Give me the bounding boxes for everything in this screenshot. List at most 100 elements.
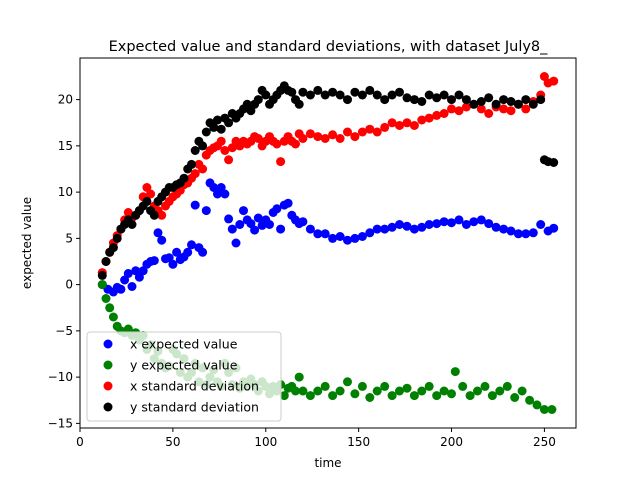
point-y-standard-deviation-72 (432, 93, 442, 103)
point-y-standard-deviation-71 (424, 90, 434, 100)
point-y-standard-deviation-64 (372, 90, 382, 100)
point-y-standard-deviation-1 (101, 257, 111, 266)
point-y-expected-value-70 (417, 386, 427, 396)
y-tick-label--5: −5 (55, 324, 73, 338)
point-y-expected-value-87 (539, 405, 549, 414)
point-x-expected-value-60 (350, 233, 360, 243)
point-x-expected-value-78 (484, 219, 494, 229)
point-y-standard-deviation-31 (213, 115, 222, 125)
legend-marker-y-expected-value (103, 360, 113, 370)
point-y-standard-deviation-63 (365, 85, 375, 95)
point-y-expected-value-80 (487, 391, 497, 401)
point-y-expected-value-86 (532, 400, 542, 410)
point-y-standard-deviation-56 (313, 85, 323, 95)
point-x-expected-value-26 (198, 247, 208, 257)
point-x-expected-value-18 (168, 259, 178, 269)
y-tick-label--10: −10 (48, 370, 73, 384)
point-y-expected-value-2 (105, 303, 115, 313)
point-y-standard-deviation-25 (190, 146, 200, 155)
point-x-standard-deviation-60 (343, 127, 352, 137)
point-y-standard-deviation-82 (506, 97, 516, 106)
point-y-standard-deviation-3 (108, 243, 118, 253)
point-y-standard-deviation-75 (454, 90, 464, 100)
y-tick-label--15: −15 (48, 416, 73, 430)
point-x-standard-deviation-16 (157, 210, 167, 220)
point-y-standard-deviation-73 (439, 90, 449, 100)
point-x-expected-value-79 (491, 222, 501, 232)
point-x-expected-value-80 (499, 224, 509, 234)
point-x-standard-deviation-71 (424, 113, 434, 123)
point-x-expected-value-63 (372, 224, 382, 234)
x-tick-label-100: 100 (254, 435, 277, 449)
point-x-expected-value-15 (157, 235, 167, 245)
point-y-standard-deviation-83 (513, 99, 523, 109)
point-x-standard-deviation-13 (146, 189, 156, 199)
y-tick-label-15: 15 (58, 139, 73, 153)
point-x-expected-value-68 (409, 224, 419, 234)
point-y-standard-deviation-4 (112, 233, 122, 243)
point-y-expected-value-74 (447, 389, 456, 399)
legend-label-y-expected-value: y expected value (130, 358, 238, 373)
point-y-standard-deviation-77 (469, 99, 479, 109)
point-x-standard-deviation-74 (447, 104, 456, 114)
point-y-expected-value-73 (439, 386, 449, 396)
legend-marker-x-standard-deviation (103, 381, 113, 391)
point-y-expected-value-85 (525, 395, 535, 405)
point-x-standard-deviation-64 (372, 127, 382, 137)
y-tick-label-5: 5 (65, 231, 73, 245)
point-y-standard-deviation-27 (198, 141, 208, 151)
point-y-expected-value-88 (547, 405, 557, 414)
y-tick-label-20: 20 (58, 93, 73, 107)
legend-marker-x-expected-value (103, 339, 113, 349)
point-x-expected-value-22 (183, 247, 193, 257)
point-x-expected-value-46 (272, 204, 282, 214)
point-y-expected-value-83 (510, 393, 520, 402)
point-y-standard-deviation-24 (187, 159, 196, 169)
point-x-expected-value-74 (454, 215, 464, 225)
point-x-expected-value-4 (116, 284, 126, 294)
point-y-expected-value-71 (424, 381, 434, 391)
point-x-expected-value-32 (220, 189, 230, 199)
x-tick-label-150: 150 (347, 435, 370, 449)
point-x-expected-value-76 (469, 217, 479, 227)
point-y-expected-value-75 (450, 367, 460, 377)
point-y-standard-deviation-34 (224, 118, 234, 128)
point-y-expected-value-65 (380, 381, 390, 391)
x-axis-label: time (314, 456, 341, 470)
point-y-expected-value-53 (294, 372, 304, 382)
point-y-expected-value-63 (365, 393, 375, 402)
point-x-expected-value-24 (190, 200, 200, 210)
point-y-standard-deviation-68 (402, 93, 412, 103)
point-x-standard-deviation-58 (328, 130, 338, 140)
point-x-expected-value-82 (513, 229, 523, 239)
point-y-standard-deviation-30 (209, 122, 219, 132)
point-x-expected-value-23 (187, 240, 196, 250)
x-tick-label-200: 200 (440, 435, 463, 449)
point-y-expected-value-76 (458, 381, 468, 391)
point-y-standard-deviation-12 (142, 196, 152, 206)
point-x-expected-value-55 (313, 229, 323, 239)
point-x-expected-value-53 (298, 217, 308, 227)
point-y-expected-value-60 (343, 377, 352, 387)
point-y-standard-deviation-85 (528, 99, 538, 109)
point-y-standard-deviation-67 (395, 87, 404, 97)
point-y-standard-deviation-81 (499, 95, 509, 105)
point-y-expected-value-57 (320, 381, 330, 391)
point-y-standard-deviation-79 (484, 93, 494, 103)
point-y-expected-value-61 (350, 389, 360, 399)
point-y-standard-deviation-42 (253, 95, 263, 105)
point-x-expected-value-67 (402, 221, 412, 231)
plot-frame (79, 57, 577, 429)
point-y-standard-deviation-54 (298, 87, 308, 97)
point-y-expected-value-62 (357, 381, 367, 391)
point-x-expected-value-57 (328, 233, 338, 243)
point-x-standard-deviation-67 (395, 121, 404, 130)
point-y-standard-deviation-70 (417, 97, 427, 106)
point-x-standard-deviation-65 (380, 122, 390, 132)
point-x-standard-deviation-66 (387, 118, 397, 128)
point-y-standard-deviation-0 (97, 270, 107, 280)
x-tick-label-50: 50 (165, 435, 180, 449)
point-y-expected-value-68 (402, 383, 412, 393)
point-x-expected-value-40 (250, 225, 260, 235)
point-x-standard-deviation-70 (417, 115, 427, 125)
